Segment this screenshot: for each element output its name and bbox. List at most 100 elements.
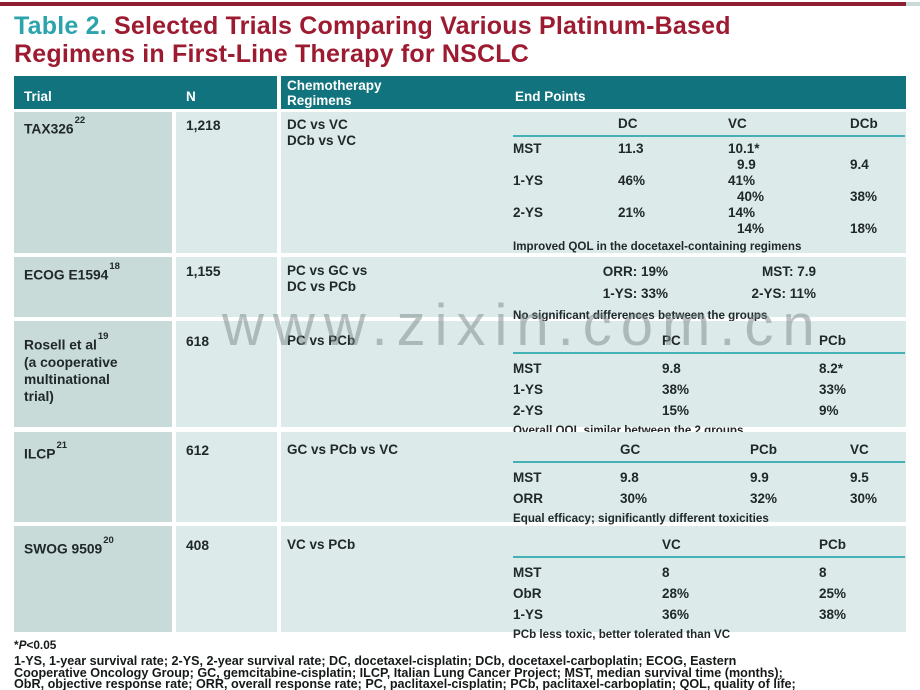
table-number: Table 2. (14, 12, 107, 40)
trial-cell: ILCP21 (14, 432, 172, 522)
ep-header: PC PCb (513, 333, 905, 349)
table-row: ILCP21 612 GC vs PCb vs VC GC PCb VC (14, 432, 906, 525)
title-text-2: Regimens in First-Line Therapy for NSCLC (14, 40, 530, 68)
endpoints-table: VC PCb MST 8 8 ObR 28% 25% (513, 537, 905, 641)
top-accent-bar (0, 2, 906, 6)
ep-row-label: 1-YS (513, 607, 544, 622)
chemo-regimen: PC vs GC vs DC vs PCb (287, 263, 368, 294)
regimen-endpoints-cell: PC vs PCb PC PCb MST 9.8 8.2* 1 (281, 321, 906, 437)
trial-ref-sup: 18 (109, 261, 120, 272)
watermark: www.zixin.com.cn (222, 293, 824, 358)
table-row: Rosell et al19 (a cooperative multinatio… (14, 321, 906, 437)
ep-data-row: 1-YS 38% 33% (513, 379, 905, 400)
ep-data-row: 1-YS: 33% 2-YS: 11% (513, 283, 905, 305)
ep-divider-rule (513, 556, 905, 558)
ep-row-label: 2-YS (513, 403, 544, 418)
ep-col-header: PCb (819, 537, 846, 552)
ep-value: 30% (850, 491, 878, 506)
trial-subtitle: multinational (24, 371, 110, 387)
n-cell: 1,155 (176, 257, 277, 317)
ep-col-header: DCb (850, 116, 878, 131)
regimen-endpoints-cell: GC vs PCb vs VC GC PCb VC MST 9.8 9.9 9.… (281, 432, 906, 525)
trial-ref-sup: 20 (103, 535, 114, 546)
ep-value: MST: 7.9 (761, 264, 816, 279)
chemo-regimen: GC vs PCb vs VC (287, 442, 399, 457)
trial-cell: SWOG 950920 (14, 526, 172, 632)
ep-note: Equal efficacy; significantly different … (513, 512, 769, 525)
ep-value: 41% (728, 173, 756, 188)
n-value: 618 (186, 334, 210, 349)
ep-value: 30% (620, 491, 648, 506)
ep-value: 9.4 (850, 157, 869, 172)
trial-name: TAX32622 (24, 115, 86, 137)
ep-data-row: 2-YS 15% 9% (513, 400, 905, 421)
ep-value: 9.8 (620, 470, 639, 485)
header-bg-right (281, 76, 906, 109)
ep-value: 33% (819, 382, 847, 397)
ep-value: 9% (819, 403, 839, 418)
chemo-regimen: PC vs PCb (287, 333, 356, 348)
trial-subtitle: trial) (24, 388, 54, 404)
footnote-significance: *P<0.05 (14, 638, 57, 652)
ep-row-label: MST (513, 141, 542, 156)
trial-ref-sup: 19 (97, 331, 109, 342)
ep-col-header: PC (662, 333, 681, 348)
ep-row-label: ObR (513, 586, 542, 601)
ep-row-label: MST (513, 361, 542, 376)
ep-value: 10.1* (728, 141, 760, 156)
column-header-chemo: Chemotherapy Regimens (287, 78, 382, 108)
ep-col-header: PCb (819, 333, 846, 348)
table-row: TAX32622 1,218 DC vs VC DCb vs VC DC VC … (14, 112, 906, 253)
ep-data-row: 1-YS 46% 41% 40% 38% (513, 173, 905, 205)
p-value-symbol: P (18, 638, 27, 652)
ep-header: GC PCb VC (513, 442, 905, 458)
n-value: 1,155 (186, 264, 221, 279)
trial-cell: TAX32622 (14, 112, 172, 253)
table-header-row: Trial N Chemotherapy Regimens End Points (14, 76, 906, 109)
trial-name: Rosell et al19 (a cooperative multinatio… (14, 321, 172, 405)
ep-value: 36% (662, 607, 690, 622)
ep-value: 46% (618, 173, 646, 188)
trial-ref-sup: 22 (74, 115, 86, 126)
ep-value: 38% (819, 607, 847, 622)
regimen-endpoints-cell: DC vs VC DCb vs VC DC VC DCb MST 11.3 10… (281, 112, 906, 253)
ep-value: 11.3 (618, 141, 644, 156)
n-cell: 618 (176, 321, 277, 427)
table-title: Table 2. Selected Trials Comparing Vario… (14, 12, 904, 68)
ep-value: 8.2* (819, 361, 844, 376)
ep-data-row: MST 11.3 10.1* 9.9 9.4 (513, 141, 905, 173)
ep-col-header: VC (728, 116, 747, 131)
chemo-regimen: DC vs VC DCb vs VC (287, 117, 357, 148)
n-value: 408 (186, 538, 210, 553)
ep-value: 38% (850, 189, 878, 204)
ep-value: 40% (737, 189, 765, 204)
ep-value: 8 (662, 565, 670, 580)
ep-col-header: DC (618, 116, 638, 131)
table-row: SWOG 950920 408 VC vs PCb VC PCb M (14, 526, 906, 641)
ep-value: 2-YS: 11% (751, 286, 816, 301)
ep-note: No significant differences between the g… (513, 309, 768, 322)
table-row: ECOG E159418 1,155 PC vs GC vs DC vs PCb… (14, 257, 906, 322)
ep-note: PCb less toxic, better tolerated than VC (513, 628, 731, 641)
ep-value: 14% (737, 221, 765, 236)
ep-row-label: MST (513, 565, 542, 580)
ep-value: 14% (728, 205, 756, 220)
trial-cell: Rosell et al19 (a cooperative multinatio… (14, 321, 172, 427)
ep-header: VC PCb (513, 537, 905, 553)
n-cell: 1,218 (176, 112, 277, 253)
footnotes: *P<0.05 1-YS, 1-year survival rate; 2-YS… (14, 638, 906, 690)
trial-name: ILCP21 (24, 440, 68, 462)
ep-divider-rule (513, 135, 905, 137)
ep-value: 9.9 (737, 157, 756, 172)
ep-data-row: MST 9.8 8.2* (513, 358, 905, 379)
ep-value: ORR: 19% (602, 264, 668, 279)
ep-data-row: ORR 30% 32% 30% (513, 488, 905, 509)
regimen-endpoints-cell: VC vs PCb VC PCb MST 8 8 ObR (281, 526, 906, 641)
ep-value: 21% (618, 205, 646, 220)
ep-value: 9.5 (850, 470, 869, 485)
ep-row-label: MST (513, 470, 542, 485)
ep-value: 1-YS: 33% (602, 286, 668, 301)
regimen-endpoints-cell: PC vs GC vs DC vs PCb ORR: 19% MST: 7.9 … (281, 257, 906, 322)
column-header-trial: Trial (24, 89, 52, 104)
ep-col-header: VC (662, 537, 681, 552)
